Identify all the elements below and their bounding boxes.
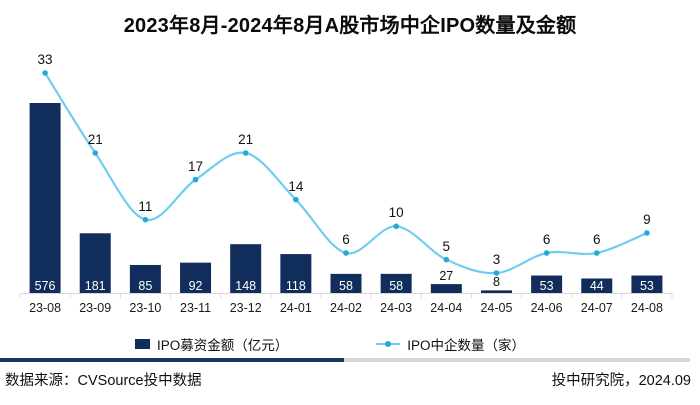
line-series-path (44, 72, 648, 275)
bar-value-label: 58 (389, 278, 404, 293)
x-axis-label-24-02: 24-02 (330, 301, 362, 315)
line-point-24-08 (644, 230, 650, 236)
bar-value-label: 181 (84, 278, 106, 293)
line-point-23-09 (92, 150, 99, 156)
x-axis-label-23-08: 23-08 (29, 301, 62, 315)
line-point-24-03 (393, 223, 399, 230)
line-value-label: 14 (288, 178, 304, 194)
line-point-24-04 (443, 256, 450, 263)
x-axis-label-23-09: 23-09 (79, 301, 112, 315)
plot-area: 576 181 85 92 148 118 58 58 27 8 53 44 53 33 21 11 17 21 1… (19, 51, 673, 315)
x-axis-label-24-08: 24-08 (630, 301, 663, 315)
bar-24-05 (480, 290, 512, 293)
bar-value-label: 53 (539, 278, 554, 293)
line-value-label: 21 (238, 131, 254, 147)
x-axis-label-24-01: 24-01 (279, 301, 312, 315)
line-value-label: 3 (492, 251, 501, 267)
chart-title: 2023年8月-2024年8月A股市场中企IPO数量及金额 (123, 15, 577, 37)
bar-value-label: 576 (34, 278, 56, 293)
bar-24-06 (531, 275, 563, 293)
bar-23-10 (129, 264, 161, 293)
x-axis-label-23-11: 23-11 (180, 301, 212, 315)
x-axis-label-24-03: 24-03 (380, 301, 413, 315)
x-axis-label-23-12: 23-12 (229, 301, 262, 315)
bar-series-swatch-icon (134, 339, 150, 349)
legend-item-line-series: IPO中企数量（家） (376, 334, 525, 354)
credit-text: 投中研究院，2024.09 (551, 373, 691, 389)
legend-bar-label: IPO募资金额（亿元） (156, 338, 289, 353)
line-value-label: 10 (388, 205, 404, 221)
legend-line-label: IPO中企数量（家） (407, 338, 526, 353)
bar-24-08 (631, 275, 663, 293)
divider-navy-segment (0, 358, 344, 362)
line-value-label: 5 (442, 238, 451, 254)
bar-value-label: 53 (639, 278, 654, 293)
bar-24-02 (330, 273, 362, 293)
x-axis-label-23-10: 23-10 (129, 301, 162, 315)
bar-value-label: 58 (339, 278, 353, 293)
bar-value-label: 118 (285, 278, 306, 293)
x-axis-label-24-06: 24-06 (530, 301, 563, 315)
line-point-24-06 (543, 250, 550, 256)
bar-value-label: 148 (235, 278, 257, 293)
line-point-24-05 (493, 270, 500, 276)
bar-24-01 (280, 254, 312, 293)
bar-24-03 (380, 273, 412, 293)
line-value-label: 9 (643, 211, 651, 227)
line-point-24-02 (343, 250, 349, 256)
x-axis-label-24-04: 24-04 (430, 301, 463, 315)
line-point-23-12 (242, 150, 249, 156)
bar-24-07 (581, 278, 613, 293)
bar-23-08 (29, 103, 61, 293)
footer-divider (0, 358, 700, 362)
legend: IPO募资金额（亿元） IPO中企数量（家） (0, 334, 660, 354)
bar-24-04 (430, 284, 462, 293)
line-point-23-08 (42, 70, 48, 76)
line-value-label: 11 (138, 198, 153, 214)
line-value-label: 33 (37, 51, 53, 67)
divider-gray-segment (344, 358, 690, 362)
line-point-24-07 (593, 250, 600, 256)
x-axis-label-24-05: 24-05 (480, 301, 513, 315)
line-value-label: 21 (87, 131, 103, 147)
bar-23-12 (230, 244, 262, 293)
line-series-marker-icon (376, 340, 401, 348)
bar-23-11 (180, 262, 212, 293)
bar-value-label: 44 (589, 278, 604, 293)
bar-23-09 (79, 233, 111, 293)
x-axis-label-24-07: 24-07 (580, 301, 613, 315)
chart-canvas (19, 70, 673, 299)
bar-value-label: 85 (138, 278, 153, 293)
line-value-label: 17 (188, 158, 204, 174)
bar-value-label: 27 (439, 269, 454, 284)
legend-item-bar-series: IPO募资金额（亿元） (134, 334, 289, 354)
line-value-label: 6 (542, 231, 551, 247)
line-point-23-10 (142, 216, 149, 223)
data-source-text: 数据来源：CVSource投中数据 (5, 373, 202, 389)
bar-value-label: 8 (492, 275, 500, 290)
bar-value-label: 92 (188, 278, 203, 293)
line-value-label: 6 (342, 231, 350, 247)
line-point-24-01 (293, 196, 299, 203)
line-value-label: 6 (593, 231, 601, 247)
line-point-23-11 (192, 176, 199, 183)
